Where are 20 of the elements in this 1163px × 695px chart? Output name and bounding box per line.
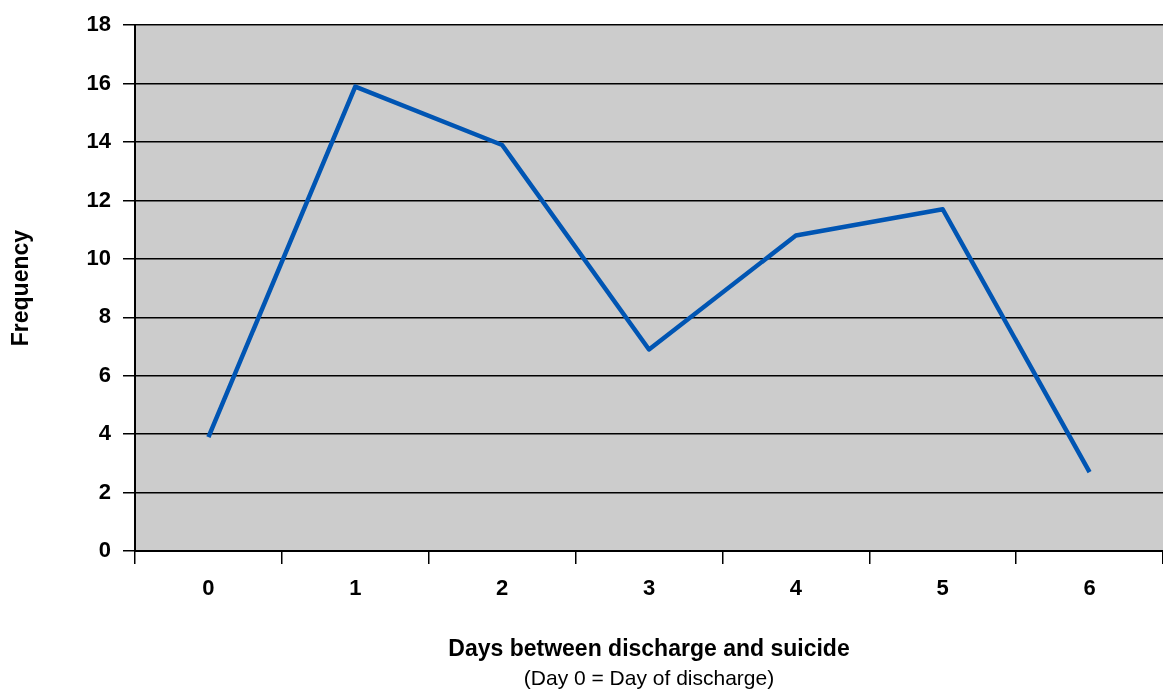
y-axis-title: Frequency — [7, 229, 34, 347]
y-tick-label: 14 — [86, 128, 112, 154]
y-tick-label: 10 — [86, 244, 111, 270]
x-tick-label: 4 — [789, 575, 803, 601]
y-tick-label: 2 — [98, 478, 111, 504]
x-tick-label: 1 — [349, 575, 362, 601]
y-tick-label: 6 — [98, 361, 111, 387]
y-tick-label: 0 — [98, 537, 111, 563]
x-tick-label: 3 — [642, 575, 656, 601]
text: (Day 0 = Day of discharge) — [523, 665, 775, 689]
x-tick-label: 5 — [936, 575, 949, 601]
x-tick-label: 6 — [1083, 575, 1096, 601]
x-tick-label: 0 — [202, 575, 215, 601]
y-tick-label: 16 — [86, 69, 111, 95]
x-tick-label: 2 — [496, 575, 509, 601]
y-tick-label: 12 — [86, 186, 111, 212]
y-tick-label: 4 — [98, 420, 112, 446]
y-tick-label: 8 — [98, 303, 111, 329]
y-tick-label: 18 — [86, 11, 111, 37]
x-axis-title: Days between discharge and suicide — [448, 635, 850, 662]
